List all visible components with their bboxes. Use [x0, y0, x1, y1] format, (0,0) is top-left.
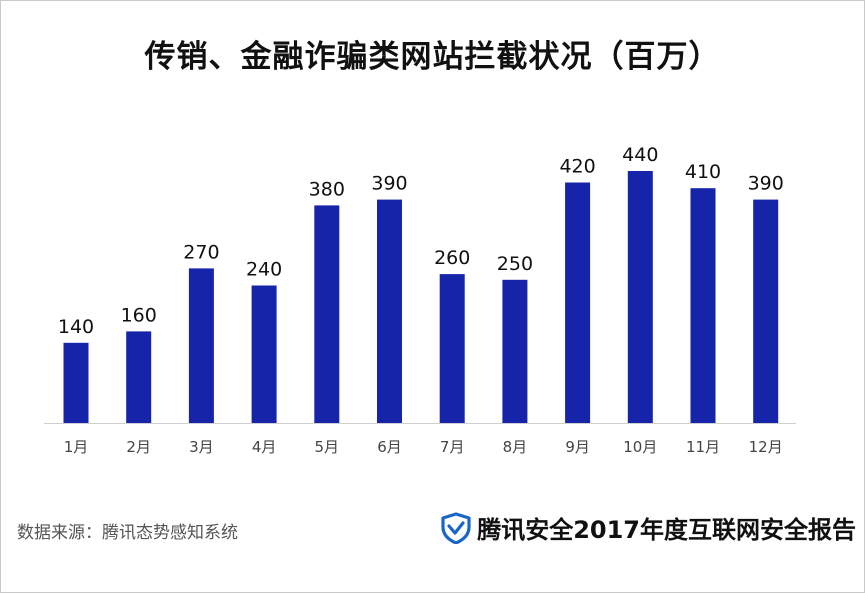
- x-tick-label: 3月: [189, 438, 214, 456]
- brand-text: 腾讯安全2017年度互联网安全报告: [477, 516, 856, 544]
- bar: [502, 279, 528, 423]
- shield-icon: [441, 511, 471, 545]
- x-tick-label: 4月: [252, 438, 277, 456]
- chart-title: 传销、金融诈骗类网站拦截状况（百万）: [144, 39, 721, 75]
- x-tick-label: 9月: [565, 438, 590, 456]
- data-label: 390: [371, 173, 407, 195]
- bar: [251, 285, 277, 423]
- bar: [188, 268, 214, 423]
- data-label: 140: [58, 316, 94, 338]
- bar: [377, 199, 402, 423]
- data-label: 440: [622, 144, 658, 166]
- bar: [314, 205, 340, 423]
- data-label: 410: [685, 161, 721, 183]
- bar: [753, 199, 779, 423]
- data-label: 250: [497, 253, 533, 275]
- bar: [439, 274, 465, 423]
- data-label: 270: [183, 241, 219, 263]
- data-label: 420: [559, 156, 595, 178]
- x-tick-label: 5月: [315, 438, 340, 456]
- x-tick-label: 1月: [64, 438, 89, 456]
- data-label: 160: [121, 304, 157, 326]
- x-tick-label: 12月: [749, 438, 783, 456]
- x-tick-label: 6月: [377, 438, 402, 456]
- x-tick-label: 2月: [126, 438, 151, 456]
- report-brand: 腾讯安全2017年度互联网安全报告: [441, 510, 856, 545]
- data-label: 380: [309, 178, 345, 200]
- bar: [565, 182, 591, 423]
- bar: [627, 171, 653, 423]
- data-label: 240: [246, 259, 282, 281]
- data-source-note: 数据来源：腾讯态势感知系统: [17, 523, 238, 543]
- x-tick-label: 10月: [623, 438, 657, 456]
- data-label: 390: [748, 173, 784, 195]
- bar-chart: 140 1月 160 2月 270 3月 240 4月 380 5月 390 6月 260 7月 250 8月…: [44, 144, 796, 456]
- data-label: 260: [434, 247, 470, 269]
- x-tick-label: 7月: [440, 438, 465, 456]
- x-tick-label: 11月: [686, 438, 720, 456]
- x-tick-label: 8月: [503, 438, 528, 456]
- bar: [126, 331, 152, 423]
- bar: [63, 342, 89, 423]
- bar: [690, 188, 716, 423]
